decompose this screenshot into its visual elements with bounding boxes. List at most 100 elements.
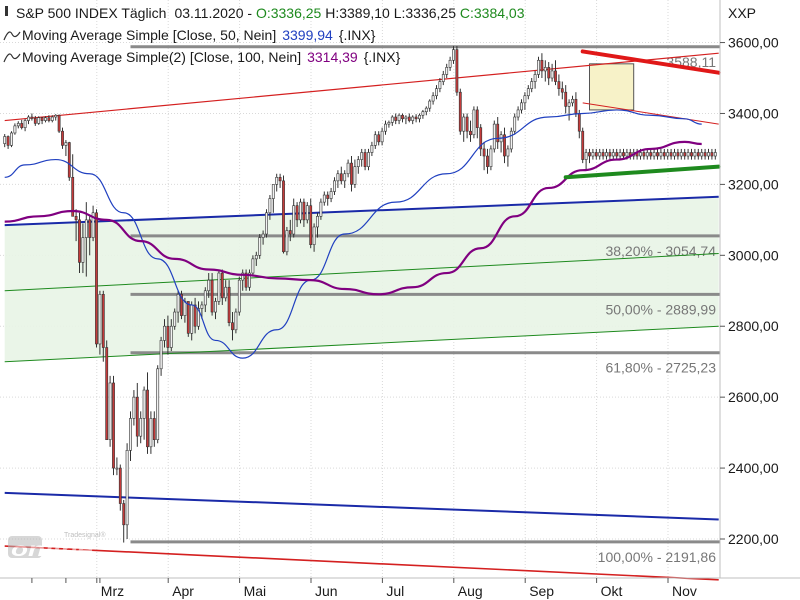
candle-body bbox=[407, 116, 411, 121]
ohlc-low: L:3336,25 bbox=[390, 5, 456, 21]
candle-body bbox=[190, 304, 194, 334]
candle-body bbox=[237, 279, 241, 313]
green-line-upper bbox=[4, 253, 719, 292]
candle-body bbox=[207, 279, 211, 292]
month-label: Apr bbox=[172, 583, 194, 599]
candle-body bbox=[64, 142, 68, 146]
candle-body bbox=[666, 152, 670, 157]
candle-body bbox=[601, 152, 605, 157]
candle-body bbox=[118, 467, 122, 504]
candle-body bbox=[560, 88, 564, 93]
fib-level-label: 100,00% - 2191,86 bbox=[598, 549, 717, 565]
candle-body bbox=[479, 127, 483, 150]
header-line-3: Moving Average Simple(2) [Close, 100, Ne… bbox=[22, 49, 401, 65]
ohlc-close: C:3384,03 bbox=[456, 5, 525, 21]
candle-body bbox=[91, 212, 95, 238]
candle-body bbox=[523, 95, 527, 104]
candle-body bbox=[292, 205, 296, 235]
candle-body bbox=[163, 325, 166, 341]
candle-body bbox=[197, 308, 200, 327]
red-channel-bottom bbox=[4, 545, 719, 581]
fib-level-label: 61,80% - 2725,23 bbox=[605, 360, 716, 376]
candle-body bbox=[418, 114, 421, 120]
candle-body bbox=[696, 152, 700, 157]
blue-line-top bbox=[4, 195, 719, 227]
candle-body bbox=[472, 109, 476, 136]
candle-body bbox=[139, 418, 143, 437]
candle-body bbox=[683, 152, 687, 157]
red-resistance bbox=[580, 49, 721, 75]
blue-line-bottom bbox=[4, 491, 719, 521]
candle-body bbox=[356, 159, 360, 167]
price-tick-label: 2400,00 bbox=[728, 460, 779, 476]
candle-body bbox=[469, 130, 472, 136]
month-label: Jul bbox=[386, 583, 404, 599]
candle-body bbox=[40, 117, 44, 121]
candle-body bbox=[200, 304, 204, 309]
month-label: Sep bbox=[529, 583, 554, 599]
candle-body bbox=[537, 59, 540, 75]
candle-body bbox=[703, 152, 707, 157]
candle-body bbox=[387, 122, 391, 125]
candle-body bbox=[458, 91, 462, 132]
green-support bbox=[563, 164, 721, 180]
ma50-line-icon bbox=[3, 31, 21, 41]
candle-body bbox=[326, 194, 330, 199]
candle-body bbox=[241, 272, 245, 281]
month-label: Nov bbox=[672, 583, 697, 599]
candle-body bbox=[659, 152, 663, 157]
candle-body bbox=[414, 116, 418, 120]
candle-body bbox=[231, 322, 234, 331]
candle-body bbox=[574, 98, 578, 114]
candle-body bbox=[13, 125, 17, 134]
candle-body bbox=[156, 368, 160, 441]
candle-body bbox=[316, 216, 319, 228]
candle-body bbox=[605, 152, 608, 157]
candle-body bbox=[193, 304, 197, 327]
candle-body bbox=[333, 180, 336, 192]
candle-body bbox=[152, 418, 156, 441]
candle-body bbox=[571, 98, 574, 104]
candle-body bbox=[305, 205, 309, 221]
candle-body bbox=[74, 216, 78, 221]
candle-body bbox=[234, 311, 238, 331]
candle-body bbox=[214, 301, 217, 313]
candle-body bbox=[404, 116, 408, 120]
candle-body bbox=[384, 123, 387, 132]
price-axis: 2200,00 2400,00 2600,00 2800,00 3000,00 3200,… bbox=[720, 35, 779, 547]
candle-body bbox=[61, 130, 64, 146]
candle-body bbox=[224, 286, 228, 299]
candle-body bbox=[302, 201, 306, 221]
candle-body bbox=[686, 152, 690, 157]
header-sep: - bbox=[243, 5, 255, 21]
moving-averages bbox=[4, 109, 702, 359]
candle-body bbox=[350, 162, 353, 185]
green-line-lower bbox=[4, 325, 719, 363]
candle-body bbox=[105, 347, 109, 441]
candle-body bbox=[343, 173, 347, 182]
candle-body bbox=[142, 389, 146, 419]
candle-body bbox=[183, 301, 187, 316]
candle-body bbox=[618, 152, 622, 157]
candle-body bbox=[679, 152, 683, 157]
candle-body bbox=[492, 123, 496, 150]
month-label: Aug bbox=[458, 583, 483, 599]
candle-body bbox=[503, 134, 506, 157]
candle-body bbox=[700, 152, 704, 157]
month-label: Okt bbox=[601, 583, 623, 599]
candle-body bbox=[227, 286, 231, 323]
candle-body bbox=[540, 59, 544, 72]
candle-body bbox=[710, 152, 714, 157]
price-tick-label: 3400,00 bbox=[728, 105, 779, 121]
candle-body bbox=[608, 152, 612, 157]
candle-body bbox=[203, 290, 207, 306]
header-line-1: S&P 500 INDEX Täglich 03.11.2020 - O:3336… bbox=[16, 5, 525, 21]
candle-body bbox=[530, 81, 534, 89]
candle-body bbox=[554, 70, 557, 82]
ma100-name: Moving Average Simple(2) [Close, 100, Ne… bbox=[22, 49, 301, 65]
candle-body bbox=[506, 148, 510, 157]
candle-body bbox=[441, 74, 445, 82]
candle-body bbox=[108, 382, 112, 441]
candle-body bbox=[173, 311, 177, 327]
